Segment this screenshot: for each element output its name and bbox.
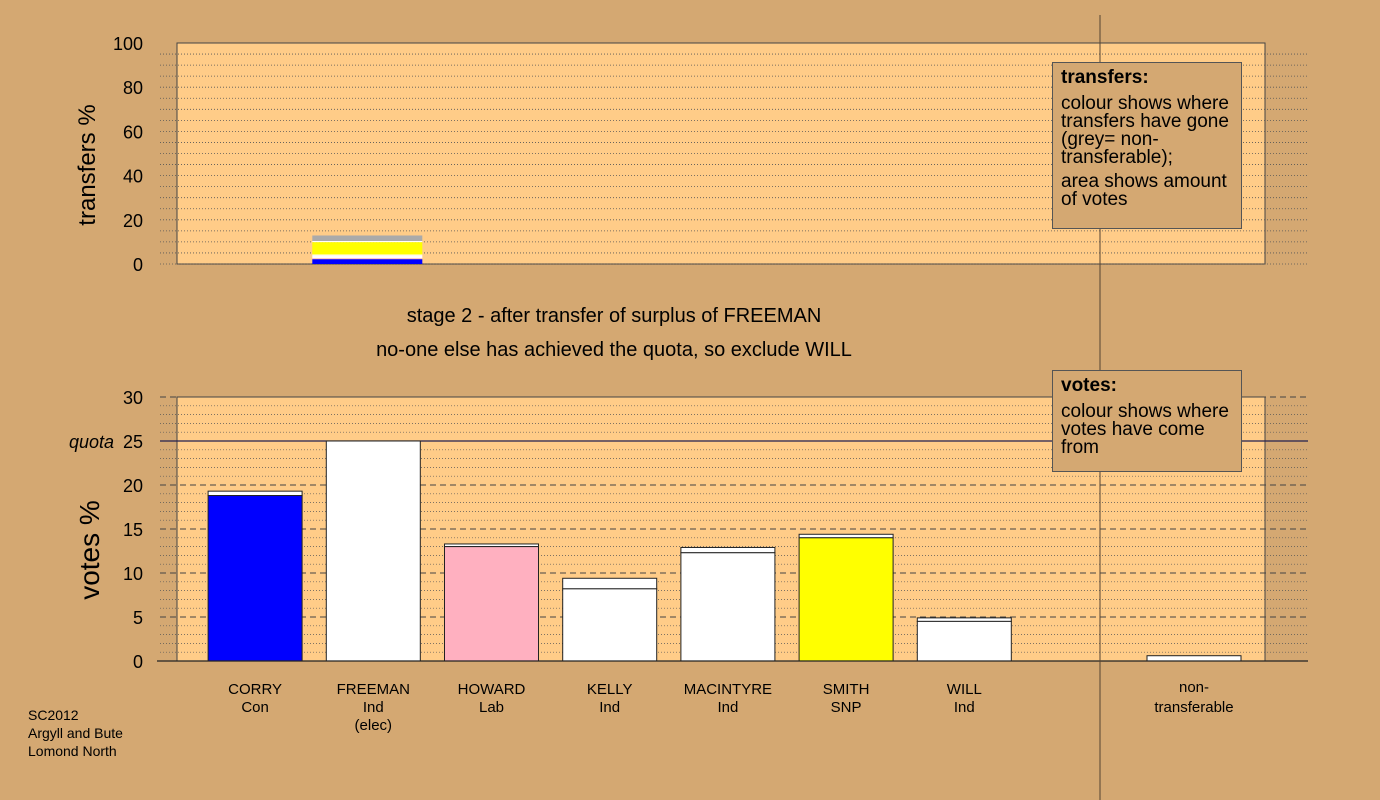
vote-bar-transfer xyxy=(916,617,1012,622)
transfers-tick-label: 60 xyxy=(123,122,143,142)
vote-bar-first xyxy=(207,495,303,662)
candidate-name-label: KELLY xyxy=(587,681,633,698)
vote-bar-first xyxy=(916,620,1012,662)
legend-transfers-text1: colour shows where transfers have gone (… xyxy=(1061,93,1229,168)
votes-tick-label: 25 xyxy=(123,432,143,452)
transfer-segment xyxy=(312,255,423,259)
transfer-segment xyxy=(312,258,423,260)
votes-tick-label: 30 xyxy=(123,388,143,408)
candidate-name-label: HOWARD xyxy=(458,681,526,698)
vote-bar-transfer xyxy=(207,490,303,497)
nontransferable-bar xyxy=(1146,655,1242,662)
candidate-party-label: Ind xyxy=(599,699,620,716)
votes-tick-label: 0 xyxy=(133,652,143,672)
transfer-segment xyxy=(312,254,423,256)
constituency-footer: SC2012 Argyll and Bute Lomond North xyxy=(28,706,123,760)
candidate-name-label: SMITH xyxy=(823,681,870,698)
candidate-name-label: MACINTYRE xyxy=(684,681,772,698)
transfers-tick-label: 0 xyxy=(133,255,143,275)
candidate-party-label: Con xyxy=(241,699,269,716)
legend-votes-title: votes: xyxy=(1061,375,1117,396)
transfer-segment xyxy=(312,259,423,264)
vote-bar-first xyxy=(562,588,658,662)
stage-caption-line1: stage 2 - after transfer of surplus of F… xyxy=(407,305,822,327)
candidate-note-label: (elec) xyxy=(355,717,393,734)
vote-bar-transfer xyxy=(562,577,658,590)
candidate-name-label: FREEMAN xyxy=(337,681,410,698)
candidate-party-label: Ind xyxy=(954,699,975,716)
legend-transfers: transfers: colour shows where transfers … xyxy=(1052,62,1242,229)
vote-bar-transfer xyxy=(680,546,776,554)
transfer-segment xyxy=(312,242,423,255)
nontransferable-label1: non- xyxy=(1179,679,1209,696)
quota-label: quota xyxy=(69,432,114,452)
legend-transfers-text2: area shows amount of votes xyxy=(1061,171,1227,210)
candidate-party-label: Lab xyxy=(479,699,504,716)
candidate-party-label: Ind xyxy=(363,699,384,716)
vote-bar-transfer xyxy=(798,533,894,539)
transfers-tick-label: 20 xyxy=(123,211,143,231)
transfers-axis-title: transfers % xyxy=(74,104,101,225)
vote-bar-first xyxy=(444,546,539,662)
transfer-segment xyxy=(312,235,423,242)
footer-election: SC2012 xyxy=(28,707,79,723)
legend-votes: votes: colour shows where votes have com… xyxy=(1052,370,1242,472)
stage-caption-line2: no-one else has achieved the quota, so e… xyxy=(376,339,852,361)
candidate-party-label: SNP xyxy=(831,699,862,716)
votes-tick-label: 20 xyxy=(123,476,143,496)
votes-axis-title: votes % xyxy=(74,500,105,600)
candidate-name-label: WILL xyxy=(947,681,982,698)
votes-tick-label: 10 xyxy=(123,564,143,584)
vote-bar-first xyxy=(798,537,894,662)
votes-tick-label: 15 xyxy=(123,520,143,540)
nontransferable-label2: transferable xyxy=(1154,699,1233,716)
transfers-tick-label: 40 xyxy=(123,167,143,187)
legend-votes-text: colour shows where votes have come from xyxy=(1061,401,1229,458)
candidate-name-label: CORRY xyxy=(228,681,282,698)
transfers-tick-label: 100 xyxy=(113,34,143,54)
vote-bar-first xyxy=(325,440,421,662)
candidate-party-label: Ind xyxy=(717,699,738,716)
transfer-segment xyxy=(312,241,423,243)
legend-transfers-title: transfers: xyxy=(1061,67,1149,88)
transfers-tick-label: 80 xyxy=(123,78,143,98)
votes-tick-label: 5 xyxy=(133,608,143,628)
footer-council: Argyll and Bute xyxy=(28,725,123,741)
footer-ward: Lomond North xyxy=(28,743,117,759)
vote-bar-first xyxy=(680,552,776,662)
